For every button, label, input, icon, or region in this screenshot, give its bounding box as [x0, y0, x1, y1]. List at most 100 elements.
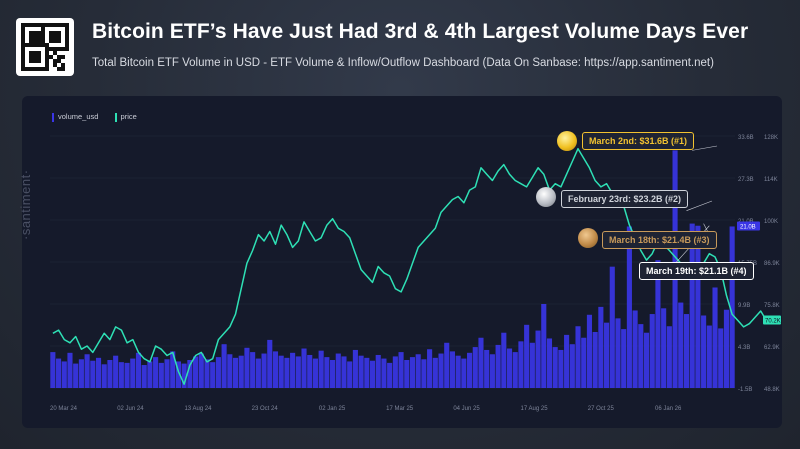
qr-finder	[29, 51, 41, 63]
volume-bar	[615, 318, 621, 388]
callout-february-23rd: February 23rd: $23.2B (#2)	[561, 190, 689, 208]
page-title: Bitcoin ETF’s Have Just Had 3rd & 4th La…	[92, 20, 749, 43]
x-tick-label: 02 Jan 25	[319, 406, 346, 412]
volume-bar	[312, 358, 318, 388]
santiment-watermark: ·santiment·	[18, 169, 33, 240]
callout-march-2nd: March 2nd: $31.6B (#1)	[582, 132, 695, 150]
current-volume-label: 21.0B	[740, 224, 756, 230]
volume-bar	[375, 354, 381, 388]
volume-bar	[689, 223, 695, 388]
silver-coin-icon	[536, 187, 556, 207]
volume-bar	[267, 339, 273, 388]
volume-bar	[718, 328, 724, 388]
volume-bar	[552, 347, 558, 388]
volume-bar	[135, 352, 142, 388]
volume-bar	[307, 354, 313, 388]
volume-bar	[284, 357, 290, 388]
volume-bar	[358, 355, 364, 388]
volume-bar	[478, 337, 484, 388]
volume-bar	[586, 314, 592, 388]
qr-module	[61, 67, 65, 71]
page-subtitle: Total Bitcoin ETF Volume in USD - ETF Vo…	[92, 57, 714, 69]
x-tick-label: 06 Jan 26	[655, 406, 682, 412]
volume-bar	[432, 357, 438, 388]
qr-finder	[49, 31, 61, 43]
volume-bar	[661, 308, 667, 388]
volume-bar	[56, 358, 62, 388]
volume-bar	[170, 351, 176, 388]
volume-bar	[238, 355, 244, 388]
volume-bar	[227, 354, 233, 388]
volume-bar	[581, 337, 587, 388]
x-tick-label: 17 Mar 25	[386, 406, 414, 412]
volume-bar	[341, 356, 347, 388]
volume-bar	[78, 359, 84, 388]
qr-module	[53, 59, 57, 63]
legend-swatch-price	[114, 112, 117, 122]
volume-bar	[701, 315, 707, 388]
volume-bar	[409, 357, 416, 388]
gold-coin-icon	[557, 131, 577, 151]
y-right-tick-label: 75.8K	[764, 303, 780, 309]
volume-bar	[643, 332, 650, 388]
volume-bar	[215, 357, 221, 388]
volume-bar	[598, 306, 604, 388]
volume-bar	[278, 355, 284, 388]
volume-bar	[244, 347, 250, 388]
volume-bar	[175, 361, 181, 388]
y-left-tick-label: 33.6B	[738, 135, 754, 141]
volume-bar	[449, 351, 455, 388]
volume-bar	[604, 322, 610, 388]
current-price-badge	[763, 315, 781, 325]
volume-bar	[421, 359, 427, 388]
volume-bar	[541, 304, 547, 388]
volume-bar	[564, 334, 570, 388]
volume-bar	[535, 330, 541, 388]
volume-bar	[706, 325, 712, 388]
y-right-tick-label: 128K	[764, 135, 778, 141]
x-tick-label: 17 Aug 25	[521, 406, 549, 412]
volume-bar	[352, 349, 358, 388]
callout-pointer	[692, 145, 718, 151]
volume-bar	[632, 310, 638, 388]
volume-bar	[683, 314, 690, 388]
callout-march-18th: March 18th: $21.4B (#3)	[602, 231, 717, 249]
volume-bar	[250, 352, 256, 388]
volume-bar	[558, 349, 564, 388]
legend-item-volume[interactable]: volume_usd	[52, 112, 101, 122]
volume-bar	[655, 260, 661, 388]
volume-bar	[723, 309, 729, 388]
y-left-tick-label: -1.5B	[738, 387, 752, 393]
callout-pointer	[686, 200, 713, 211]
volume-bar	[398, 352, 404, 388]
volume-bar	[569, 344, 575, 388]
volume-bar	[489, 354, 495, 388]
y-right-tick-label: 48.8K	[764, 387, 780, 393]
qr-module	[61, 63, 65, 67]
x-tick-label: 04 Jun 25	[453, 406, 480, 412]
legend-item-price[interactable]: price	[114, 112, 137, 122]
volume-bar	[512, 352, 518, 388]
volume-bar	[626, 226, 632, 388]
volume-bar	[113, 355, 119, 388]
volume-bar	[61, 361, 67, 388]
volume-bar	[472, 347, 478, 388]
volume-bar	[575, 326, 581, 388]
y-right-tick-label: 62.9K	[764, 345, 780, 351]
volume-bar	[210, 362, 216, 388]
current-price-label: 70.2K	[765, 319, 781, 325]
volume-bar	[518, 341, 524, 388]
volume-bar	[444, 342, 450, 388]
volume-bar	[124, 362, 130, 388]
volume-bar	[524, 324, 530, 388]
volume-bar	[506, 348, 513, 388]
volume-bar	[187, 360, 193, 388]
volume-bar	[712, 287, 718, 388]
legend-label-volume: volume_usd	[58, 112, 99, 121]
volume-bar	[347, 361, 353, 388]
volume-bar	[638, 324, 644, 388]
volume-bar	[141, 365, 147, 388]
volume-bar	[301, 348, 307, 388]
qr-module	[57, 59, 61, 63]
volume-bar	[198, 353, 204, 388]
